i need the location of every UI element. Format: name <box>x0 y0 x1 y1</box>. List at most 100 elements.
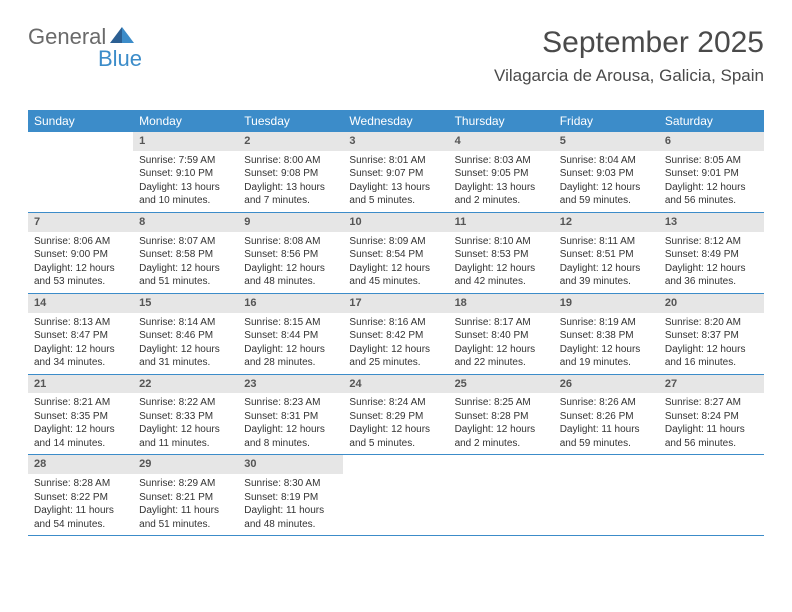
day-cell: 30Sunrise: 8:30 AMSunset: 8:19 PMDayligh… <box>238 455 343 535</box>
day-number: 2 <box>238 132 343 151</box>
day-number: 28 <box>28 455 133 474</box>
daylight-line: Daylight: 13 hours and 5 minutes. <box>349 181 442 208</box>
day-cell: 1Sunrise: 7:59 AMSunset: 9:10 PMDaylight… <box>133 132 238 212</box>
day-details: Sunrise: 8:03 AMSunset: 9:05 PMDaylight:… <box>449 151 554 212</box>
day-details: Sunrise: 8:12 AMSunset: 8:49 PMDaylight:… <box>659 232 764 293</box>
day-details: Sunrise: 8:08 AMSunset: 8:56 PMDaylight:… <box>238 232 343 293</box>
sunset-line: Sunset: 8:56 PM <box>244 248 337 262</box>
sunset-line: Sunset: 8:49 PM <box>665 248 758 262</box>
day-details: Sunrise: 8:13 AMSunset: 8:47 PMDaylight:… <box>28 313 133 374</box>
day-details: Sunrise: 8:07 AMSunset: 8:58 PMDaylight:… <box>133 232 238 293</box>
day-number: 3 <box>343 132 448 151</box>
daylight-line: Daylight: 12 hours and 45 minutes. <box>349 262 442 289</box>
day-number: 15 <box>133 294 238 313</box>
sunset-line: Sunset: 8:58 PM <box>139 248 232 262</box>
day-cell: 13Sunrise: 8:12 AMSunset: 8:49 PMDayligh… <box>659 213 764 293</box>
day-details: Sunrise: 8:28 AMSunset: 8:22 PMDaylight:… <box>28 474 133 535</box>
sunset-line: Sunset: 8:44 PM <box>244 329 337 343</box>
sunset-line: Sunset: 8:21 PM <box>139 491 232 505</box>
sunrise-line: Sunrise: 8:04 AM <box>560 154 653 168</box>
sunset-line: Sunset: 9:00 PM <box>34 248 127 262</box>
day-number: 6 <box>659 132 764 151</box>
sunset-line: Sunset: 9:03 PM <box>560 167 653 181</box>
day-header-tue: Tuesday <box>238 110 343 132</box>
logo-triangle2-icon <box>122 27 134 43</box>
sunrise-line: Sunrise: 8:08 AM <box>244 235 337 249</box>
sunrise-line: Sunrise: 8:01 AM <box>349 154 442 168</box>
day-number: 9 <box>238 213 343 232</box>
daylight-line: Daylight: 12 hours and 59 minutes. <box>560 181 653 208</box>
sunset-line: Sunset: 8:47 PM <box>34 329 127 343</box>
day-cell: 12Sunrise: 8:11 AMSunset: 8:51 PMDayligh… <box>554 213 659 293</box>
day-number: 17 <box>343 294 448 313</box>
day-cell: 25Sunrise: 8:25 AMSunset: 8:28 PMDayligh… <box>449 375 554 455</box>
sunrise-line: Sunrise: 8:23 AM <box>244 396 337 410</box>
calendar-grid: Sunday Monday Tuesday Wednesday Thursday… <box>28 110 764 536</box>
sunset-line: Sunset: 9:07 PM <box>349 167 442 181</box>
day-cell: 16Sunrise: 8:15 AMSunset: 8:44 PMDayligh… <box>238 294 343 374</box>
day-header-row: Sunday Monday Tuesday Wednesday Thursday… <box>28 110 764 132</box>
sunset-line: Sunset: 9:08 PM <box>244 167 337 181</box>
day-number: 26 <box>554 375 659 394</box>
brand-logo: General Blue <box>28 24 134 50</box>
sunrise-line: Sunrise: 8:09 AM <box>349 235 442 249</box>
weeks-container: 1Sunrise: 7:59 AMSunset: 9:10 PMDaylight… <box>28 132 764 536</box>
daylight-line: Daylight: 12 hours and 39 minutes. <box>560 262 653 289</box>
day-number: 27 <box>659 375 764 394</box>
day-details: Sunrise: 8:22 AMSunset: 8:33 PMDaylight:… <box>133 393 238 454</box>
daylight-line: Daylight: 12 hours and 5 minutes. <box>349 423 442 450</box>
sunset-line: Sunset: 8:33 PM <box>139 410 232 424</box>
daylight-line: Daylight: 11 hours and 51 minutes. <box>139 504 232 531</box>
sunset-line: Sunset: 8:28 PM <box>455 410 548 424</box>
daylight-line: Daylight: 11 hours and 54 minutes. <box>34 504 127 531</box>
day-number: 16 <box>238 294 343 313</box>
sunrise-line: Sunrise: 8:24 AM <box>349 396 442 410</box>
week-row: 21Sunrise: 8:21 AMSunset: 8:35 PMDayligh… <box>28 375 764 456</box>
day-details: Sunrise: 8:30 AMSunset: 8:19 PMDaylight:… <box>238 474 343 535</box>
day-details: Sunrise: 8:01 AMSunset: 9:07 PMDaylight:… <box>343 151 448 212</box>
daylight-line: Daylight: 12 hours and 8 minutes. <box>244 423 337 450</box>
sunrise-line: Sunrise: 8:15 AM <box>244 316 337 330</box>
day-cell: 23Sunrise: 8:23 AMSunset: 8:31 PMDayligh… <box>238 375 343 455</box>
day-cell: 20Sunrise: 8:20 AMSunset: 8:37 PMDayligh… <box>659 294 764 374</box>
sunrise-line: Sunrise: 8:17 AM <box>455 316 548 330</box>
day-cell: 24Sunrise: 8:24 AMSunset: 8:29 PMDayligh… <box>343 375 448 455</box>
sunrise-line: Sunrise: 8:12 AM <box>665 235 758 249</box>
week-row: 7Sunrise: 8:06 AMSunset: 9:00 PMDaylight… <box>28 213 764 294</box>
day-details: Sunrise: 8:19 AMSunset: 8:38 PMDaylight:… <box>554 313 659 374</box>
day-details: Sunrise: 8:16 AMSunset: 8:42 PMDaylight:… <box>343 313 448 374</box>
daylight-line: Daylight: 12 hours and 14 minutes. <box>34 423 127 450</box>
sunset-line: Sunset: 8:26 PM <box>560 410 653 424</box>
day-details: Sunrise: 8:15 AMSunset: 8:44 PMDaylight:… <box>238 313 343 374</box>
sunset-line: Sunset: 8:19 PM <box>244 491 337 505</box>
day-cell: 29Sunrise: 8:29 AMSunset: 8:21 PMDayligh… <box>133 455 238 535</box>
sunset-line: Sunset: 8:22 PM <box>34 491 127 505</box>
day-cell: 2Sunrise: 8:00 AMSunset: 9:08 PMDaylight… <box>238 132 343 212</box>
day-cell <box>28 132 133 212</box>
day-number: 24 <box>343 375 448 394</box>
day-number: 5 <box>554 132 659 151</box>
day-cell: 22Sunrise: 8:22 AMSunset: 8:33 PMDayligh… <box>133 375 238 455</box>
page-header: September 2025 Vilagarcia de Arousa, Gal… <box>494 26 764 86</box>
day-details: Sunrise: 8:24 AMSunset: 8:29 PMDaylight:… <box>343 393 448 454</box>
daylight-line: Daylight: 12 hours and 51 minutes. <box>139 262 232 289</box>
sunset-line: Sunset: 8:35 PM <box>34 410 127 424</box>
day-number: 12 <box>554 213 659 232</box>
day-cell: 6Sunrise: 8:05 AMSunset: 9:01 PMDaylight… <box>659 132 764 212</box>
day-details: Sunrise: 7:59 AMSunset: 9:10 PMDaylight:… <box>133 151 238 212</box>
daylight-line: Daylight: 13 hours and 10 minutes. <box>139 181 232 208</box>
day-details: Sunrise: 8:21 AMSunset: 8:35 PMDaylight:… <box>28 393 133 454</box>
sunrise-line: Sunrise: 8:10 AM <box>455 235 548 249</box>
daylight-line: Daylight: 12 hours and 53 minutes. <box>34 262 127 289</box>
sunrise-line: Sunrise: 8:13 AM <box>34 316 127 330</box>
sunset-line: Sunset: 8:24 PM <box>665 410 758 424</box>
day-cell: 19Sunrise: 8:19 AMSunset: 8:38 PMDayligh… <box>554 294 659 374</box>
week-row: 14Sunrise: 8:13 AMSunset: 8:47 PMDayligh… <box>28 294 764 375</box>
sunrise-line: Sunrise: 8:19 AM <box>560 316 653 330</box>
sunrise-line: Sunrise: 8:16 AM <box>349 316 442 330</box>
day-cell: 7Sunrise: 8:06 AMSunset: 9:00 PMDaylight… <box>28 213 133 293</box>
sunset-line: Sunset: 9:10 PM <box>139 167 232 181</box>
daylight-line: Daylight: 12 hours and 22 minutes. <box>455 343 548 370</box>
day-cell: 26Sunrise: 8:26 AMSunset: 8:26 PMDayligh… <box>554 375 659 455</box>
sunrise-line: Sunrise: 8:00 AM <box>244 154 337 168</box>
